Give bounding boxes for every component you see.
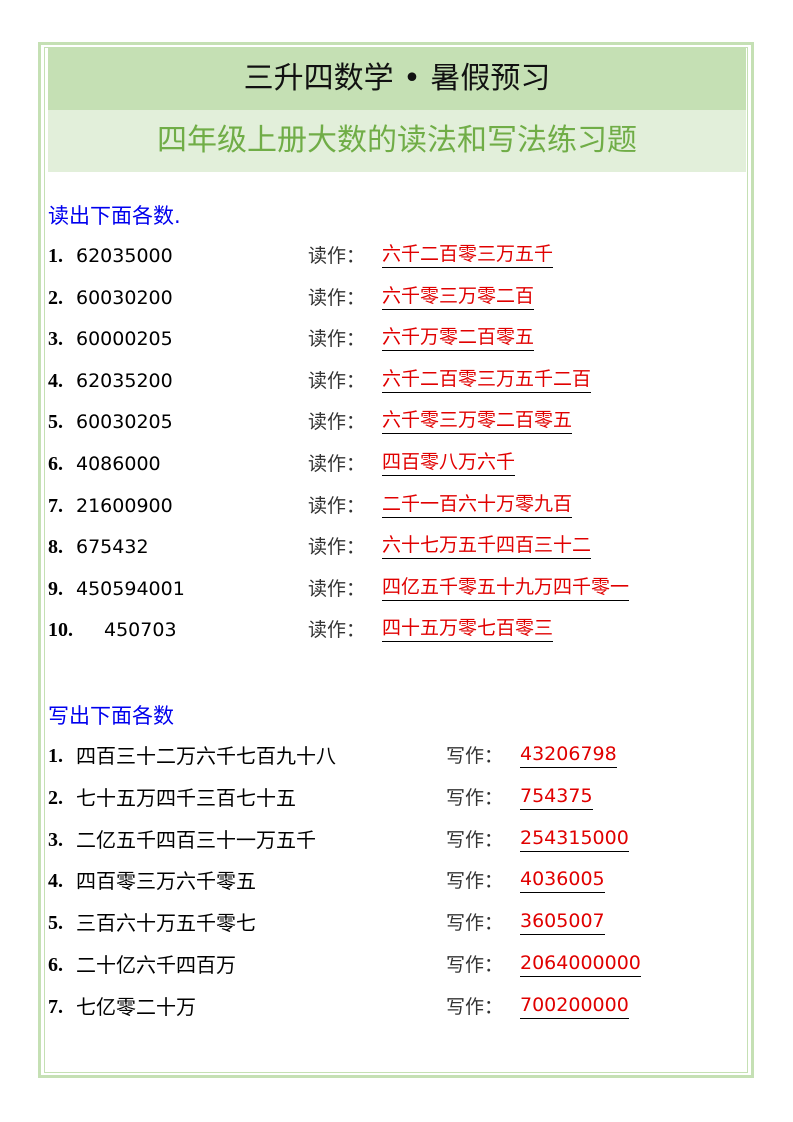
write-label: 写作： bbox=[446, 745, 504, 767]
item-number-value: 675432 bbox=[76, 536, 149, 559]
read-answer: 四百零八万六千 bbox=[382, 449, 516, 476]
item-number-value: 60000205 bbox=[76, 328, 173, 351]
item-text: 二十亿六千四百万 bbox=[76, 953, 236, 977]
read-label: 读作： bbox=[308, 536, 366, 559]
read-label: 读作： bbox=[308, 619, 366, 642]
read-answer: 二千一百六十万零九百 bbox=[382, 491, 573, 518]
item-number: 5. bbox=[48, 411, 63, 434]
item-number: 2. bbox=[48, 286, 63, 309]
item-number: 1. bbox=[48, 745, 63, 767]
write-item: 2. 七十五万四千三百七十五 写作： 754375 bbox=[48, 783, 738, 813]
item-number-value: 4086000 bbox=[76, 453, 161, 475]
read-answer: 六千二百零三万五千二百 bbox=[382, 366, 592, 393]
item-number: 3. bbox=[48, 828, 63, 851]
item-number: 8. bbox=[48, 536, 63, 559]
read-section-heading: 读出下面各数. bbox=[48, 204, 181, 228]
item-text: 七亿零二十万 bbox=[76, 994, 196, 1019]
write-answer: 254315000 bbox=[520, 825, 629, 852]
write-item: 3. 二亿五千四百三十一万五千 写作： 254315000 bbox=[48, 825, 738, 855]
item-number: 4. bbox=[48, 369, 63, 392]
write-label: 写作： bbox=[446, 912, 504, 935]
item-text: 四百三十二万六千七百九十八 bbox=[76, 744, 336, 768]
item-text: 四百零三万六千零五 bbox=[76, 869, 256, 894]
item-number: 3. bbox=[48, 328, 63, 351]
read-answer: 四亿五千零五十九万四千零一 bbox=[382, 574, 630, 601]
read-item: 4. 62035200 读作： 六千二百零三万五千二百 bbox=[48, 366, 738, 396]
read-item: 6. 4086000 读作： 四百零八万六千 bbox=[48, 449, 738, 479]
item-number-value: 62035000 bbox=[76, 245, 173, 267]
page-border bbox=[38, 42, 754, 1078]
read-label: 读作： bbox=[308, 453, 366, 475]
write-answer: 700200000 bbox=[520, 992, 629, 1019]
write-item: 6. 二十亿六千四百万 写作： 2064000000 bbox=[48, 950, 738, 980]
write-section-heading: 写出下面各数 bbox=[48, 704, 174, 728]
item-number-value: 60030205 bbox=[76, 411, 173, 434]
item-number: 6. bbox=[48, 954, 63, 976]
item-number: 4. bbox=[48, 870, 63, 893]
item-number-value: 450594001 bbox=[76, 577, 185, 600]
item-number-value: 450703 bbox=[104, 619, 177, 642]
read-label: 读作： bbox=[308, 577, 366, 600]
item-number: 1. bbox=[48, 245, 63, 267]
write-label: 写作： bbox=[446, 870, 504, 893]
write-item: 5. 三百六十万五千零七 写作： 3605007 bbox=[48, 908, 738, 938]
write-answer: 2064000000 bbox=[520, 950, 641, 977]
item-number: 7. bbox=[48, 494, 63, 517]
item-number: 5. bbox=[48, 912, 63, 935]
read-item: 2. 60030200 读作： 六千零三万零二百 bbox=[48, 283, 738, 313]
read-label: 读作： bbox=[308, 494, 366, 517]
read-label: 读作： bbox=[308, 245, 366, 267]
read-answer: 六千万零二百零五 bbox=[382, 324, 535, 352]
read-answer: 四十五万零七百零三 bbox=[382, 615, 554, 643]
write-item: 1. 四百三十二万六千七百九十八 写作： 43206798 bbox=[48, 741, 738, 771]
read-answer: 六十七万五千四百三十二 bbox=[382, 532, 592, 560]
read-label: 读作： bbox=[308, 369, 366, 392]
item-number-value: 60030200 bbox=[76, 286, 173, 309]
item-number: 7. bbox=[48, 995, 63, 1018]
read-label: 读作： bbox=[308, 328, 366, 351]
item-text: 七十五万四千三百七十五 bbox=[76, 785, 296, 810]
read-item: 8. 675432 读作： 六十七万五千四百三十二 bbox=[48, 532, 738, 562]
read-item: 7. 21600900 读作： 二千一百六十万零九百 bbox=[48, 491, 738, 521]
write-item: 4. 四百零三万六千零五 写作： 4036005 bbox=[48, 866, 738, 896]
read-answer: 六千零三万零二百 bbox=[382, 283, 535, 310]
item-number: 9. bbox=[48, 577, 63, 600]
write-item: 7. 七亿零二十万 写作： 700200000 bbox=[48, 992, 738, 1022]
page-title: 三升四数学 • 暑假预习 bbox=[48, 48, 746, 110]
read-answer: 六千二百零三万五千 bbox=[382, 241, 554, 268]
item-text: 三百六十万五千零七 bbox=[76, 911, 256, 936]
read-answer: 六千零三万零二百零五 bbox=[382, 407, 573, 435]
item-number: 6. bbox=[48, 453, 63, 475]
read-item: 3. 60000205 读作： 六千万零二百零五 bbox=[48, 324, 738, 354]
item-number-value: 21600900 bbox=[76, 494, 173, 517]
item-number-value: 62035200 bbox=[76, 369, 173, 392]
read-item: 5. 60030205 读作： 六千零三万零二百零五 bbox=[48, 407, 738, 437]
write-label: 写作： bbox=[446, 786, 504, 809]
item-text: 二亿五千四百三十一万五千 bbox=[76, 827, 316, 852]
write-label: 写作： bbox=[446, 828, 504, 851]
item-number: 2. bbox=[48, 786, 63, 809]
read-item: 10. 450703 读作： 四十五万零七百零三 bbox=[48, 615, 738, 645]
read-label: 读作： bbox=[308, 411, 366, 434]
read-label: 读作： bbox=[308, 286, 366, 309]
read-item: 1. 62035000 读作： 六千二百零三万五千 bbox=[48, 241, 738, 271]
write-label: 写作： bbox=[446, 995, 504, 1018]
write-answer: 4036005 bbox=[520, 866, 605, 894]
write-answer: 754375 bbox=[520, 783, 593, 810]
page-border-inner bbox=[44, 47, 748, 1073]
page-subtitle: 四年级上册大数的读法和写法练习题 bbox=[48, 110, 746, 172]
write-answer: 43206798 bbox=[520, 741, 617, 768]
read-item: 9. 450594001 读作： 四亿五千零五十九万四千零一 bbox=[48, 574, 738, 604]
write-answer: 3605007 bbox=[520, 908, 605, 936]
item-number: 10. bbox=[48, 619, 73, 642]
write-label: 写作： bbox=[446, 954, 504, 976]
